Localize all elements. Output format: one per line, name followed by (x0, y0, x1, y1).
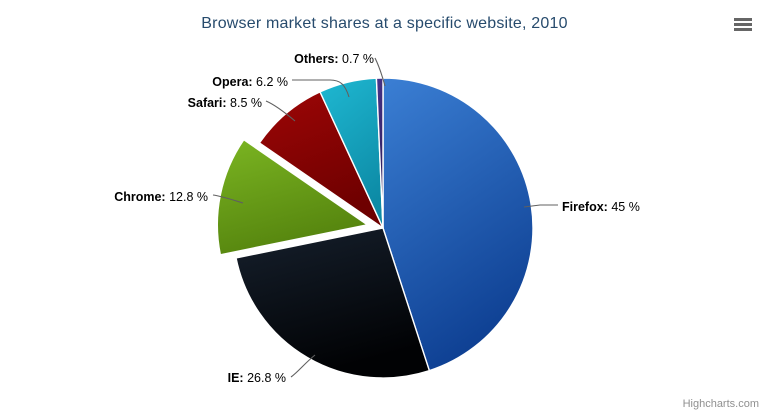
data-label-others: Others: 0.7 % (294, 52, 374, 66)
data-label-safari: Safari: 8.5 % (188, 96, 262, 110)
pie-slices (216, 77, 534, 379)
data-label-value: 12.8 % (165, 190, 208, 204)
data-label-name: Safari: (187, 96, 227, 110)
data-label-opera: Opera: 6.2 % (212, 75, 288, 89)
connector-chrome (212, 194, 244, 204)
hamburger-bar-1 (734, 18, 752, 21)
data-label-name: Firefox: (562, 200, 608, 214)
data-label-value: 45 % (607, 200, 640, 214)
hamburger-menu-icon[interactable] (730, 13, 756, 37)
connector-ie (290, 354, 316, 378)
label-connectors (212, 57, 558, 378)
pie-slice-firefox[interactable] (382, 77, 534, 372)
connector-firefox (523, 204, 558, 208)
connector-opera (292, 79, 350, 98)
highcharts-credits[interactable]: Highcharts.com (682, 398, 759, 410)
data-label-value: 8.5 % (226, 96, 262, 110)
chart-title: Browser market shares at a specific webs… (201, 15, 568, 32)
data-label-name: Others: (294, 52, 339, 66)
data-label-name: Chrome: (114, 190, 166, 204)
hamburger-bar-3 (734, 28, 752, 31)
connector-others (374, 57, 386, 87)
pie-slice-chrome[interactable] (216, 139, 369, 256)
pie-slice-ie[interactable] (235, 227, 431, 379)
data-label-firefox: Firefox: 45 % (562, 200, 640, 214)
data-label-value: 26.8 % (243, 371, 286, 385)
data-label-name: IE: (227, 371, 244, 385)
data-label-value: 6.2 % (252, 75, 288, 89)
data-label-chrome: Chrome: 12.8 % (114, 190, 208, 204)
data-label-name: Opera: (212, 75, 253, 89)
connector-safari (265, 100, 296, 122)
hamburger-bar-2 (734, 23, 752, 26)
data-label-value: 0.7 % (338, 52, 374, 66)
data-label-ie: IE: 26.8 % (228, 371, 286, 385)
